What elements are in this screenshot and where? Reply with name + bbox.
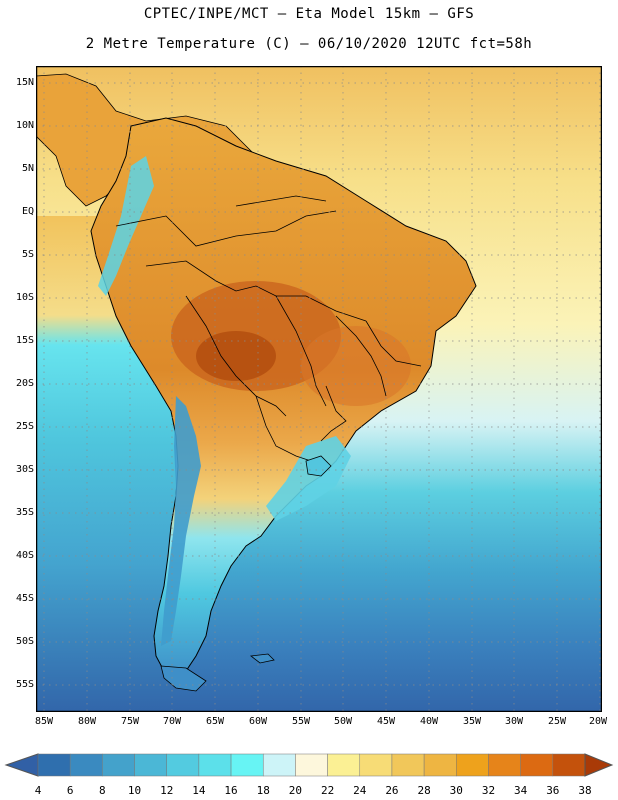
lat-label: 30S (15, 464, 34, 475)
colorbar-cell (230, 753, 264, 777)
colorbar-cell (552, 753, 586, 777)
colorbar-cell (423, 753, 457, 777)
colorbar-tick-label: 10 (127, 784, 142, 797)
colorbar-tick-label: 6 (66, 784, 74, 797)
colorbar-cell (37, 753, 71, 777)
colorbar-arrow-high (584, 753, 614, 777)
lagoon (305, 455, 332, 477)
southeast-cool (266, 436, 351, 521)
colorbar-cell (198, 753, 232, 777)
lat-label: 20S (15, 378, 34, 389)
colorbar-cell (520, 753, 554, 777)
colorbar-tick-label: 20 (288, 784, 303, 797)
lon-label: 65W (205, 716, 225, 727)
colorbar-cell (134, 753, 167, 777)
lon-label: 45W (376, 716, 396, 727)
lon-label: 50W (333, 716, 353, 727)
andes-north (98, 156, 154, 296)
colorbar-tick-label: 36 (546, 784, 560, 797)
colorbar-cell (262, 753, 296, 777)
colorbar-cell (295, 753, 328, 777)
lon-label: 25W (547, 716, 567, 727)
temperature-map (36, 66, 602, 712)
lon-label: 20W (588, 716, 608, 727)
lon-label: 60W (248, 716, 268, 727)
lat-label: 5N (21, 163, 34, 174)
colorbar-cell (488, 753, 521, 777)
colorbar-tick-label: 16 (224, 784, 238, 797)
colorbar-cell (391, 753, 425, 777)
lat-label: 5S (21, 249, 34, 260)
lat-label: 45S (15, 593, 34, 604)
lon-label: 40W (419, 716, 439, 727)
colorbar-arrow-low (4, 753, 39, 777)
colorbar-cell (166, 753, 200, 777)
map-subtitle: 2 Metre Temperature (C) – 06/10/2020 12U… (85, 36, 533, 52)
map-frame (36, 66, 602, 712)
lat-label: 50S (15, 636, 34, 647)
lat-label: 55S (15, 679, 34, 690)
lon-label: 30W (504, 716, 524, 727)
lat-label: 15N (15, 77, 34, 88)
colorbar-cell (69, 753, 103, 777)
colorbar (4, 753, 614, 777)
colorbar-tick-label: 26 (385, 784, 399, 797)
colorbar-tick-label: 32 (481, 784, 496, 797)
lat-label: 10S (15, 292, 34, 303)
lat-label: 25S (15, 421, 34, 432)
colorbar-tick-label: 4 (34, 784, 42, 797)
colorbar-tick-label: 30 (449, 784, 463, 797)
colorbar-cell (102, 753, 135, 777)
lon-label: 80W (77, 716, 97, 727)
map-title: CPTEC/INPE/MCT – Eta Model 15km – GFS (143, 6, 475, 22)
colorbar-tick-label: 34 (514, 784, 528, 797)
lat-label: 40S (15, 550, 34, 561)
lat-label: 15S (15, 335, 34, 346)
lon-label: 55W (291, 716, 311, 727)
lat-label: 35S (15, 507, 34, 518)
colorbar-cell (359, 753, 393, 777)
lat-label: EQ (21, 206, 34, 217)
country-borders (115, 195, 422, 462)
lon-label: 85W (34, 716, 54, 727)
colorbar-tick-label: 38 (578, 784, 592, 797)
south-america (90, 117, 477, 679)
colorbar-cell (456, 753, 489, 777)
warm-east (301, 326, 411, 406)
andes-south (161, 396, 201, 646)
colorbar-tick-label: 28 (417, 784, 431, 797)
lat-label: 10N (15, 120, 34, 131)
colorbar-tick-label: 22 (320, 784, 335, 797)
falkland-islands (249, 653, 275, 664)
colorbar-tick-label: 14 (192, 784, 206, 797)
colorbar-tick-label: 18 (256, 784, 270, 797)
hottest-core (196, 331, 276, 381)
lon-label: 75W (120, 716, 140, 727)
colorbar-tick-label: 12 (160, 784, 174, 797)
lon-label: 70W (162, 716, 182, 727)
colorbar-cell (327, 753, 361, 777)
lon-label: 35W (462, 716, 482, 727)
map-canvas (36, 66, 602, 712)
colorbar-tick-label: 24 (353, 784, 367, 797)
colorbar-tick-label: 8 (99, 784, 106, 797)
